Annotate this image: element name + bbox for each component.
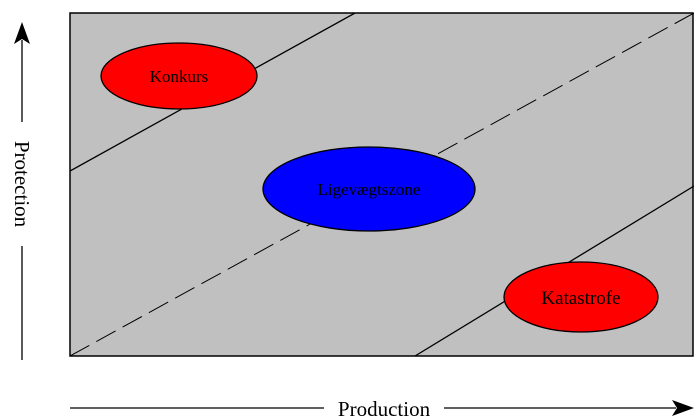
production-axis: Production — [70, 397, 694, 419]
bankruptcy-ellipse — [100, 42, 258, 110]
bankruptcy-zone: Konkurs — [100, 42, 258, 110]
catastrophe-zone: Katastrofe — [503, 261, 659, 333]
catastrophe-ellipse — [503, 261, 659, 333]
equilibrium-zone: Ligevægtszone — [262, 146, 476, 232]
bankruptcy-label: Konkurs — [150, 67, 209, 86]
catastrophe-label: Katastrofe — [541, 288, 620, 309]
production-axis-label: Production — [338, 397, 431, 419]
equilibrium-label: Ligevægtszone — [318, 180, 421, 199]
equilibrium-ellipse — [262, 146, 476, 232]
protection-axis: Protection — [10, 22, 34, 360]
protection-axis-label: Protection — [10, 141, 34, 228]
protection-arrow-icon — [14, 22, 30, 44]
production-arrow-icon — [672, 400, 694, 416]
